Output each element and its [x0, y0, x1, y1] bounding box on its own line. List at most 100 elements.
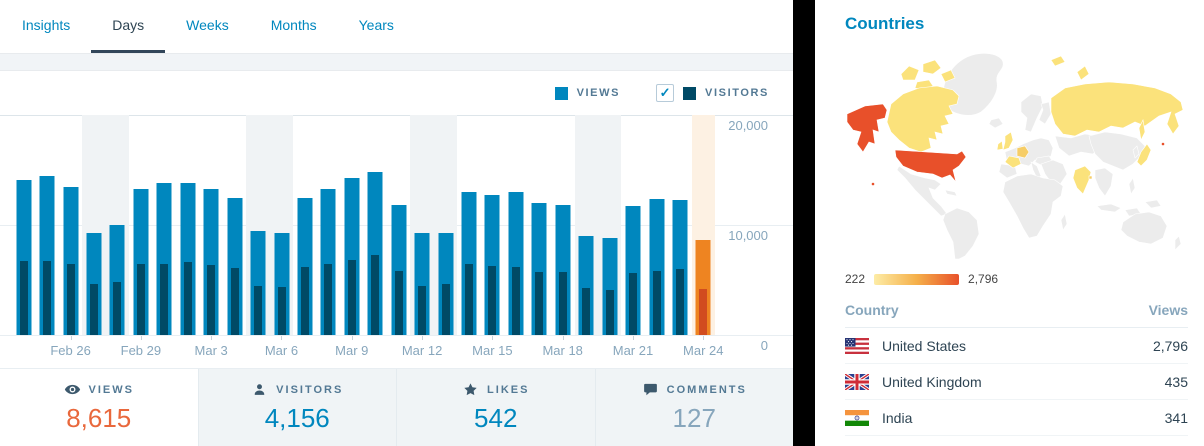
tab-days[interactable]: Days	[91, 0, 166, 53]
visitors-bar[interactable]	[629, 273, 638, 335]
panel-divider	[793, 0, 815, 446]
map-color-legend: 222 2,796	[845, 272, 1188, 286]
gb-flag-icon	[844, 372, 870, 392]
column-country: Country	[845, 302, 899, 318]
visitors-bar[interactable]	[511, 267, 520, 335]
table-row[interactable]: United States 2,796	[845, 328, 1188, 364]
chart-bar-group[interactable]	[59, 115, 82, 335]
chart-bar-group[interactable]	[504, 115, 527, 335]
chart-bar-group[interactable]	[200, 115, 223, 335]
chart-bar-group[interactable]	[293, 115, 316, 335]
chart-bar-group[interactable]	[457, 115, 480, 335]
chart-bar-group[interactable]	[621, 115, 644, 335]
chart-bar-group[interactable]	[574, 115, 598, 335]
chart-bar-group[interactable]	[691, 115, 716, 335]
visitors-bar[interactable]	[113, 282, 122, 335]
chart-bar-group[interactable]	[551, 115, 574, 335]
visitors-bar[interactable]	[230, 267, 239, 335]
visitors-bar[interactable]	[66, 263, 75, 335]
visitors-bar[interactable]	[582, 288, 591, 335]
chart-bar-group[interactable]	[364, 115, 387, 335]
chart-bar-group[interactable]	[223, 115, 246, 335]
axis-tick	[351, 336, 353, 340]
visitors-bar[interactable]	[371, 254, 380, 335]
visitors-bar[interactable]	[605, 289, 614, 335]
chart-bar-group[interactable]	[645, 115, 668, 335]
y-axis-label-20000: 20,000	[728, 118, 768, 133]
visitors-bar[interactable]	[394, 271, 403, 335]
country-views: 435	[1164, 374, 1188, 390]
chart-bar-group[interactable]	[317, 115, 340, 335]
tab-insights[interactable]: Insights	[22, 17, 71, 33]
chart-bar-group[interactable]	[129, 115, 152, 335]
chart-bar-group[interactable]	[12, 115, 35, 335]
x-axis: Feb 26 Feb 29 Mar 3 Mar 6 Mar 9 Mar 12 Mar 15 M…	[12, 336, 724, 367]
chart-bar-group[interactable]	[668, 115, 691, 335]
stat-value: 8,615	[66, 403, 132, 433]
visitors-bar[interactable]	[183, 262, 192, 335]
visitors-bar[interactable]	[43, 261, 52, 335]
stat-label: VIEWS	[88, 383, 134, 396]
stat-tile-visitors[interactable]: VISITORS 4,156	[199, 369, 397, 446]
visitors-bar[interactable]	[277, 286, 286, 335]
visitors-bar[interactable]	[441, 284, 450, 335]
stat-value: 127	[672, 403, 716, 433]
visitors-bar[interactable]	[465, 264, 474, 335]
chart-bars	[12, 115, 716, 335]
table-row[interactable]: India 341	[845, 400, 1188, 436]
chart-bar-group[interactable]	[153, 115, 176, 335]
chart-bar-group[interactable]	[269, 115, 294, 335]
tab-weeks[interactable]: Weeks	[186, 17, 229, 33]
visitors-bar[interactable]	[324, 263, 333, 335]
countries-table: Country Views United States 2,796	[844, 302, 1188, 436]
visitors-bar[interactable]	[418, 285, 427, 335]
map-gradient-bar	[874, 273, 960, 285]
visitors-bar[interactable]	[488, 265, 497, 335]
chart-bar-group[interactable]	[410, 115, 434, 335]
chart-bar-group[interactable]	[433, 115, 458, 335]
stat-tile-views[interactable]: VIEWS 8,615	[0, 369, 199, 446]
chart-bar-group[interactable]	[481, 115, 504, 335]
country-name: United States	[882, 338, 967, 354]
chart-bar-group[interactable]	[597, 115, 622, 335]
chart-bar-group[interactable]	[340, 115, 363, 335]
visitors-bar[interactable]	[254, 285, 263, 335]
visitors-bar[interactable]	[207, 264, 216, 335]
chart-bar-group[interactable]	[246, 115, 270, 335]
stat-tile-likes[interactable]: LIKES 542	[397, 369, 596, 446]
table-row[interactable]: United Kingdom 435	[844, 364, 1188, 400]
star-icon	[464, 383, 477, 396]
tab-years[interactable]: Years	[358, 17, 394, 33]
visitors-bar[interactable]	[535, 272, 544, 335]
x-axis-label: Mar 6	[264, 343, 299, 358]
visitors-checkbox[interactable]: ✓	[656, 84, 675, 102]
chart-bar-group[interactable]	[176, 115, 199, 335]
visitors-bar[interactable]	[675, 269, 684, 335]
chart-bar-group[interactable]	[387, 115, 410, 335]
visitors-bar[interactable]	[136, 264, 145, 335]
tab-months[interactable]: Months	[270, 17, 317, 33]
views-legend-label: VIEWS	[576, 87, 621, 99]
visitors-bar[interactable]	[300, 267, 309, 335]
visitors-bar[interactable]	[19, 260, 28, 335]
chart-bar-group[interactable]	[528, 115, 551, 335]
visitors-bar[interactable]	[652, 271, 661, 335]
axis-tick	[632, 336, 634, 340]
axis-tick	[492, 336, 494, 340]
axis-tick	[140, 336, 142, 340]
axis-tick	[562, 336, 564, 340]
chart-bar-group[interactable]	[105, 115, 130, 335]
visitors-bar[interactable]	[160, 263, 169, 335]
stat-tile-comments[interactable]: COMMENTS 127	[596, 369, 794, 446]
summary-stats-row: VIEWS 8,615 VISITORS 4,156 LIKES 542 COM…	[0, 368, 793, 446]
chart-bar-group[interactable]	[35, 115, 58, 335]
x-axis-label: Mar 21	[612, 343, 654, 358]
visitors-bar[interactable]	[699, 289, 708, 335]
visitors-bar[interactable]	[347, 260, 356, 335]
visitors-bar[interactable]	[90, 284, 99, 335]
world-map[interactable]	[845, 44, 1188, 264]
chart-bar-group[interactable]	[82, 115, 106, 335]
comment-icon	[643, 383, 657, 396]
visitors-bar[interactable]	[558, 272, 567, 335]
x-axis-label: Mar 15	[472, 343, 513, 358]
